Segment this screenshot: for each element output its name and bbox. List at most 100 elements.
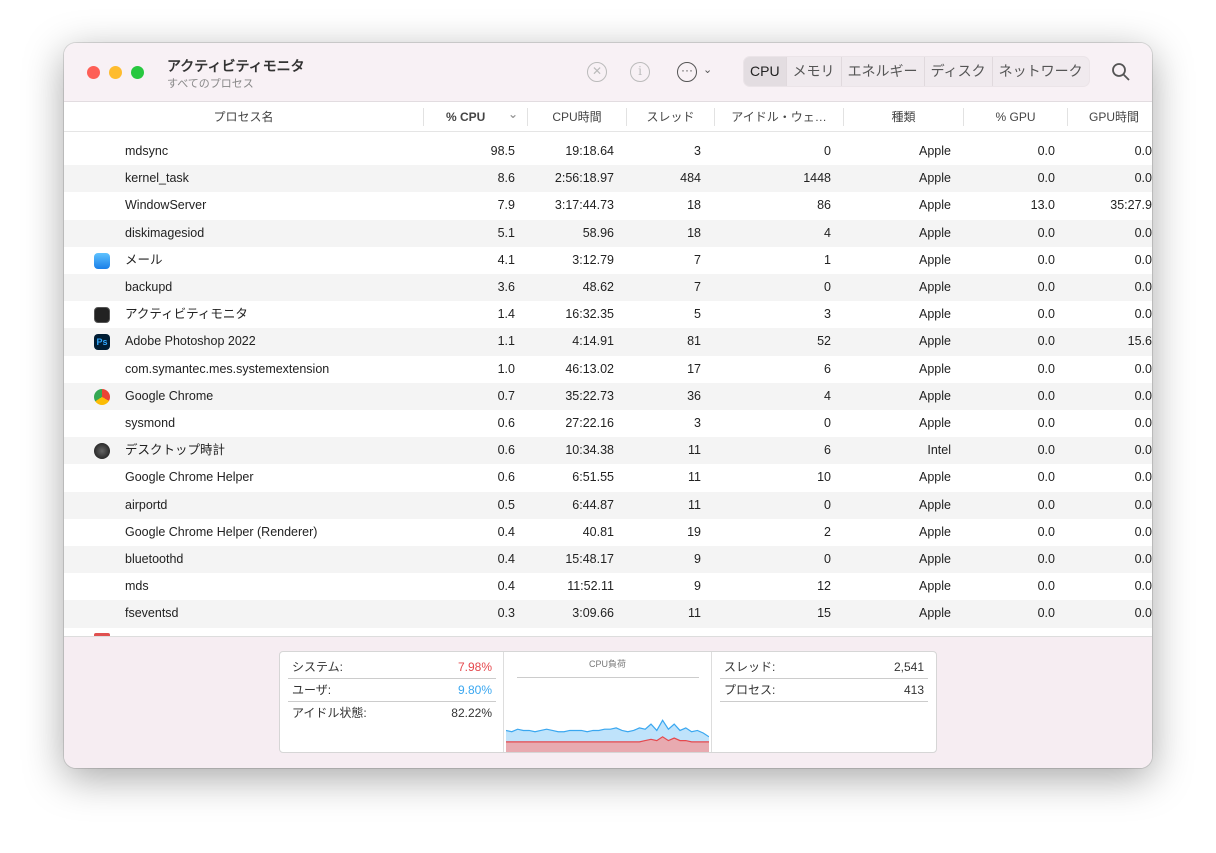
minimize-button[interactable] [109, 66, 122, 79]
user-label: ユーザ: [292, 683, 332, 697]
idle-value: 82.22% [451, 706, 492, 720]
activity-app-icon [94, 307, 110, 324]
cell-cpu: 98.5 [490, 144, 515, 158]
cell-gpu: 0.0 [1037, 225, 1055, 240]
cell-time: 2:56:18.97 [554, 171, 614, 186]
threads-value: 2,541 [893, 660, 924, 674]
cell-gpu: 0.0 [1037, 552, 1055, 566]
table-row[interactable]: bluetoothd 0.4 15:48.17 9 0 Apple 0.0 0.0 [64, 546, 1152, 574]
cell-cpu: 3.6 [497, 280, 515, 294]
cell-cpu: 0.7 [497, 388, 515, 403]
process-name: backupd [125, 280, 173, 294]
cell-threads: 11 [688, 606, 701, 621]
cell-time: 19:18.64 [565, 144, 614, 158]
cell-gputime: 0.0 [1134, 388, 1152, 403]
process-name: mds [125, 579, 149, 594]
tab-memory[interactable]: メモリ [785, 57, 841, 86]
process-name: fseventsd [125, 606, 179, 621]
table-row[interactable]: メール 4.1 3:12.79 7 1 Apple 0.0 0.0 [64, 247, 1152, 274]
cpu-load-graph-title: CPU負荷 [588, 659, 626, 669]
info-icon[interactable]: i [630, 62, 650, 82]
table-row[interactable]: sysmond 0.6 27:22.16 3 0 Apple 0.0 0.0 [64, 410, 1152, 437]
cell-idle: 2 [824, 524, 831, 539]
cell-gpu: 0.0 [1037, 280, 1055, 294]
table-row[interactable]: WindowServer 7.9 3:17:44.73 18 86 Apple 13.0 35… [64, 192, 1152, 219]
more-options-icon[interactable]: ··· [677, 62, 697, 82]
column-gpu-time[interactable]: GPU時間 [1088, 110, 1139, 124]
cell-time: 4:14.91 [572, 334, 614, 349]
column-threads[interactable]: スレッド [646, 110, 695, 124]
cell-gputime: 0.0 [1134, 361, 1152, 376]
search-icon[interactable] [1111, 62, 1131, 82]
cell-threads: 11 [688, 443, 701, 458]
cell-idle: 4 [824, 388, 831, 403]
table-row[interactable]: mds 0.4 11:52.11 9 12 Apple 0.0 0.0 [64, 573, 1152, 600]
cell-threads: 7 [694, 252, 701, 267]
column-kind[interactable]: 種類 [891, 110, 916, 124]
process-name: kernel_task [125, 171, 189, 186]
cell-kind: Apple [919, 225, 951, 240]
cell-idle: 0 [824, 552, 831, 566]
cell-gputime: 0.0 [1134, 307, 1152, 322]
cell-idle: 86 [817, 198, 831, 213]
cpu-summary-area: システム: 7.98% ユーザ: 9.80% アイドル状態: 82.22% CP… [64, 636, 1152, 768]
close-button[interactable] [87, 66, 100, 79]
cell-idle: 6 [824, 443, 831, 458]
chevron-down-icon[interactable]: ⌄ [703, 64, 713, 76]
table-row[interactable]: Ps Adobe Photoshop 2022 1.1 4:14.91 81 52 Appl… [64, 328, 1152, 356]
table-row[interactable]: Google Chrome Helper 0.6 6:51.55 11 10 Apple 0… [64, 464, 1152, 491]
column-cpu-time[interactable]: CPU時間 [552, 110, 602, 124]
cpu-load-graph [506, 719, 709, 752]
cell-kind: Intel [927, 443, 951, 458]
cell-cpu: 0.6 [497, 416, 515, 430]
process-table: mdsync 98.5 19:18.64 3 0 Apple 0.0 0.0 kernel_ta… [64, 138, 1152, 636]
cell-time: 11:52.11 [567, 579, 614, 594]
table-row[interactable]: kernel_task 8.6 2:56:18.97 484 1448 Apple 0.0 0… [64, 165, 1152, 193]
cell-gputime: 0.0 [1134, 280, 1152, 294]
table-row[interactable]: mdsync 98.5 19:18.64 3 0 Apple 0.0 0.0 [64, 138, 1152, 165]
tab-disk[interactable]: ディスク [923, 57, 992, 86]
column-cpu-label: % CPU [446, 110, 486, 124]
table-row[interactable]: アクティビティモニタ 1.4 16:32.35 5 3 Apple 0.0 0.0 [64, 301, 1152, 328]
zoom-button[interactable] [131, 66, 144, 79]
column-cpu-percent[interactable]: % CPU ⌄ [424, 102, 527, 132]
tab-energy[interactable]: エネルギー [840, 57, 924, 86]
cell-gpu: 0.0 [1037, 144, 1055, 158]
cell-gputime: 0.0 [1134, 225, 1152, 240]
table-row[interactable]: diskimagesiod 5.1 58.96 18 4 Apple 0.0 0.0 [64, 219, 1152, 247]
table-row[interactable]: airportd 0.5 6:44.87 11 0 Apple 0.0 0.0 [64, 491, 1152, 519]
cell-cpu: 0.6 [497, 470, 515, 485]
cell-threads: 11 [688, 470, 701, 485]
table-row[interactable]: com.symantec.mes.systemextension 1.0 46:13… [64, 356, 1152, 383]
cell-kind: Apple [919, 552, 951, 566]
cell-idle: 0 [824, 416, 831, 430]
table-row[interactable]: デスクトップ時計 0.6 10:34.38 11 6 Intel 0.0 0.0 [64, 437, 1152, 465]
cell-threads: 9 [694, 579, 701, 594]
cell-kind: Apple [919, 470, 951, 485]
cell-threads: 18 [687, 198, 701, 213]
cell-gputime: 0.0 [1134, 497, 1152, 512]
column-gpu-percent[interactable]: % GPU [995, 110, 1036, 124]
cell-idle: 1 [824, 252, 831, 267]
cell-time: 48.62 [582, 280, 614, 294]
column-idle-wakeups[interactable]: アイドル・ウェ… [731, 110, 827, 124]
tab-cpu[interactable]: CPU [744, 57, 786, 86]
cell-cpu: 0.4 [497, 579, 515, 594]
table-row[interactable]: Google Chrome 0.7 35:22.73 36 4 Apple 0.0 0.0 [64, 382, 1152, 410]
cell-gpu: 0.0 [1037, 307, 1055, 322]
cell-gpu: 0.0 [1037, 171, 1055, 186]
cell-threads: 3 [694, 416, 701, 430]
column-process-name[interactable]: プロセス名 [213, 110, 274, 124]
table-row[interactable]: fseventsd 0.3 3:09.66 11 15 Apple 0.0 0.0 [64, 600, 1152, 628]
stop-process-icon[interactable]: ✕ [587, 62, 607, 82]
tab-network[interactable]: ネットワーク [991, 57, 1089, 86]
system-label: システム: [292, 660, 343, 674]
table-row[interactable]: Google Chrome Helper (Renderer) 0.4 40.81 1… [64, 519, 1152, 546]
cell-time: 16:32.35 [565, 307, 614, 322]
cell-idle: 12 [817, 579, 831, 594]
table-row[interactable]: backupd 3.6 48.62 7 0 Apple 0.0 0.0 [64, 274, 1152, 302]
process-name: アクティビティモニタ [125, 307, 248, 322]
cell-gputime: 0.0 [1134, 416, 1152, 430]
cell-gputime: 0.0 [1134, 470, 1152, 485]
process-name: diskimagesiod [125, 225, 205, 240]
